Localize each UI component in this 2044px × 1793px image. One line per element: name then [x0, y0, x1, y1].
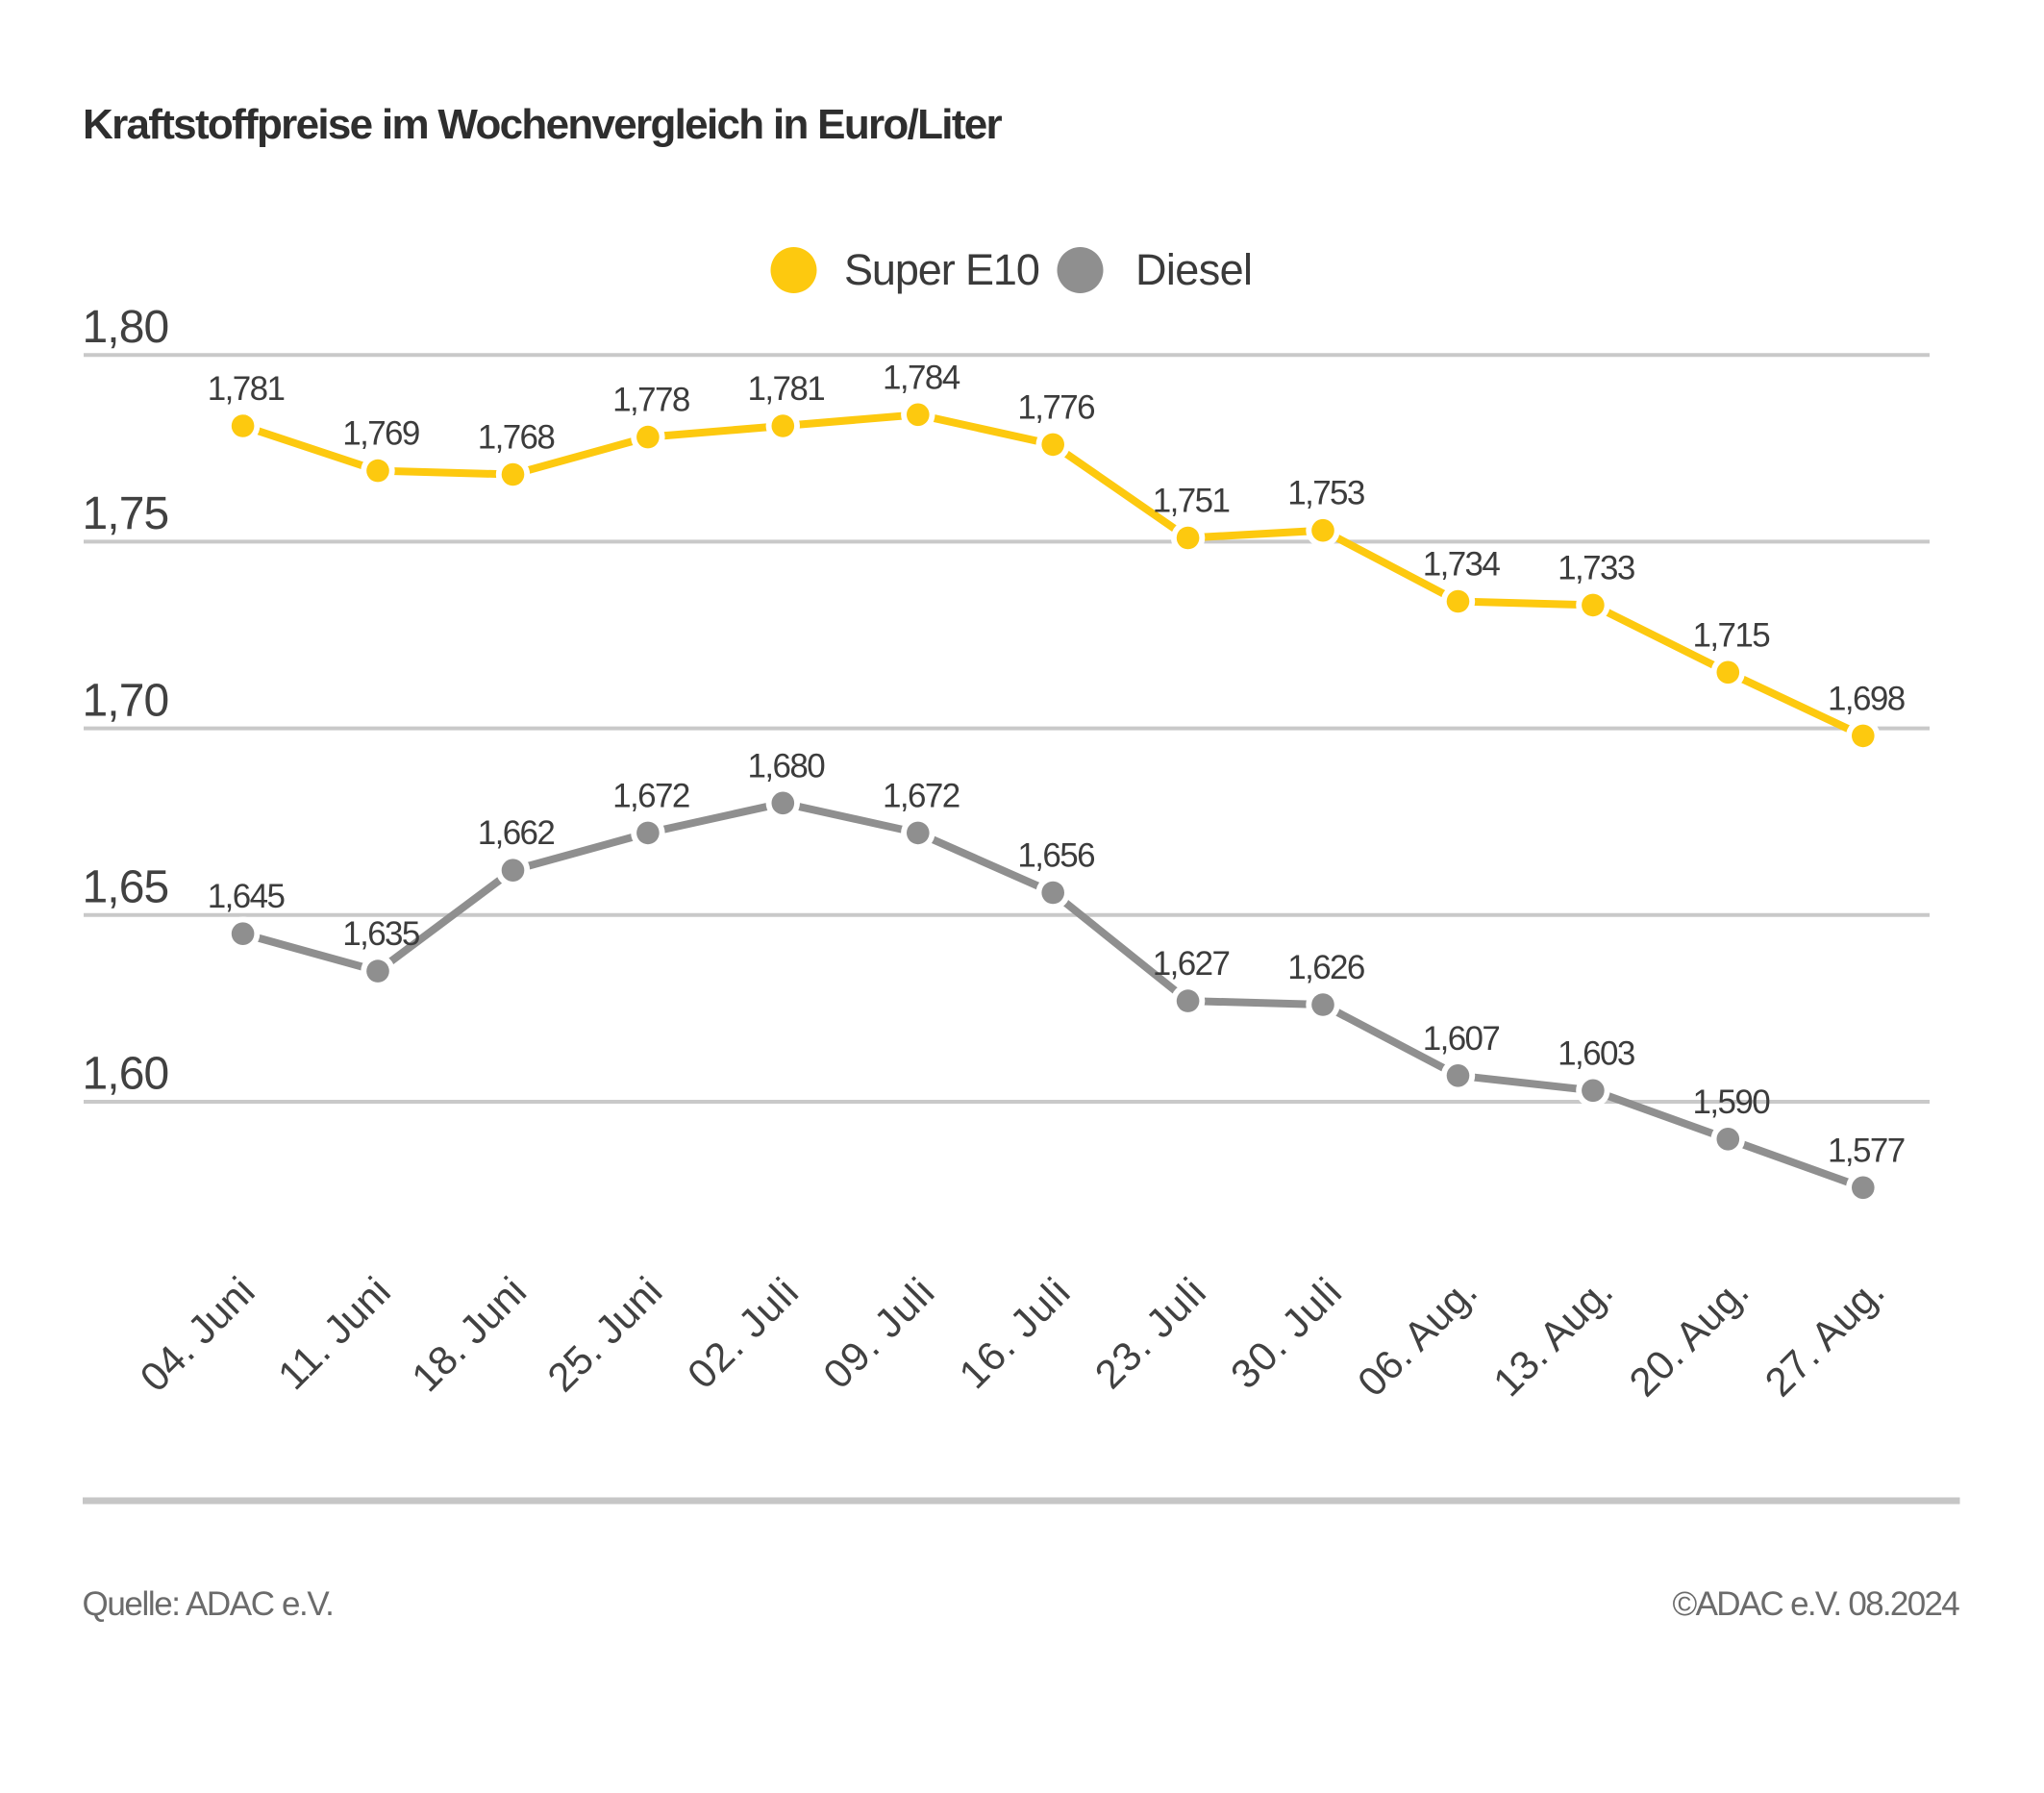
svg-text:1,635: 1,635 — [342, 915, 419, 953]
svg-text:1,769: 1,769 — [342, 415, 419, 453]
svg-text:1,778: 1,778 — [612, 382, 689, 419]
svg-text:1,776: 1,776 — [1017, 388, 1094, 426]
svg-text:Diesel: Diesel — [1135, 245, 1252, 294]
svg-text:1,733: 1,733 — [1558, 549, 1634, 586]
svg-text:1,781: 1,781 — [208, 370, 285, 408]
svg-text:1,734: 1,734 — [1423, 546, 1501, 584]
svg-text:1,75: 1,75 — [83, 488, 169, 539]
svg-text:1,784: 1,784 — [883, 359, 960, 396]
svg-text:1,577: 1,577 — [1828, 1132, 1905, 1169]
svg-text:1,656: 1,656 — [1017, 837, 1094, 875]
svg-text:1,627: 1,627 — [1153, 945, 1230, 983]
svg-text:1,672: 1,672 — [612, 777, 689, 814]
svg-text:1,768: 1,768 — [478, 419, 555, 457]
svg-text:Kraftstoffpreise im Wochenverg: Kraftstoffpreise im Wochenvergleich in E… — [83, 101, 1003, 148]
svg-text:1,715: 1,715 — [1693, 616, 1770, 654]
svg-text:1,645: 1,645 — [208, 878, 285, 915]
svg-text:1,781: 1,781 — [748, 370, 825, 408]
svg-text:1,698: 1,698 — [1828, 680, 1905, 717]
svg-text:1,65: 1,65 — [83, 862, 169, 913]
svg-text:1,607: 1,607 — [1423, 1020, 1500, 1058]
svg-text:Super E10: Super E10 — [844, 245, 1039, 294]
svg-text:1,70: 1,70 — [83, 675, 169, 726]
svg-text:1,672: 1,672 — [883, 777, 960, 814]
svg-text:1,751: 1,751 — [1153, 483, 1230, 520]
svg-text:©ADAC e.V. 08.2024: ©ADAC e.V. 08.2024 — [1673, 1585, 1960, 1623]
svg-text:1,603: 1,603 — [1558, 1034, 1634, 1072]
svg-text:1,662: 1,662 — [478, 814, 555, 852]
svg-text:1,590: 1,590 — [1693, 1083, 1771, 1121]
svg-text:1,680: 1,680 — [748, 747, 826, 784]
svg-text:Quelle: ADAC e.V.: Quelle: ADAC e.V. — [83, 1585, 334, 1623]
svg-text:1,80: 1,80 — [83, 302, 169, 353]
svg-text:1,60: 1,60 — [83, 1049, 169, 1100]
svg-text:1,753: 1,753 — [1287, 475, 1364, 512]
svg-text:1,626: 1,626 — [1287, 949, 1364, 986]
